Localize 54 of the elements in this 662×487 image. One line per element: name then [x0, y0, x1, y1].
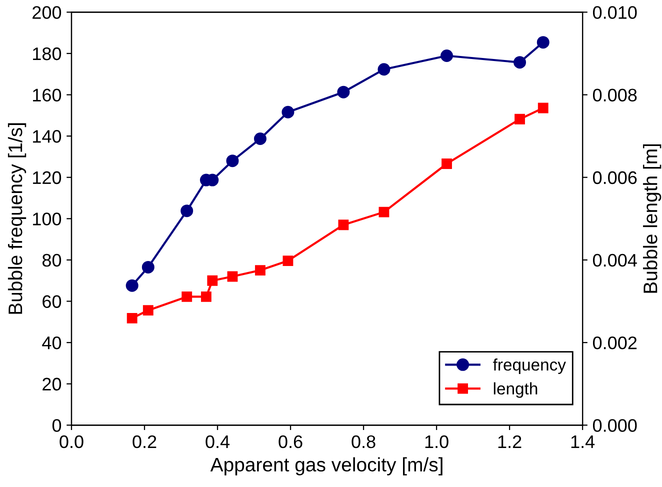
point [126, 312, 138, 324]
point [227, 271, 238, 282]
x-tick-label: 0.2 [132, 435, 156, 448]
point [254, 132, 266, 146]
y2-tick-label: 0.002 [592, 336, 637, 350]
point [378, 206, 390, 218]
point [226, 154, 239, 168]
point [338, 220, 349, 230]
point [538, 102, 548, 114]
point [142, 305, 154, 316]
y-tick-label: 200 [32, 6, 62, 19]
y-tick-label: 140 [33, 130, 62, 143]
x-tick-label: 0.4 [206, 435, 230, 448]
y-tick-label: 20 [42, 378, 62, 391]
y-tick-label: 40 [42, 336, 62, 350]
point [514, 56, 526, 69]
y-axis-title: Bubble frequency [1/s] [8, 123, 26, 314]
legend-label: frequency [493, 358, 566, 374]
point [337, 86, 350, 98]
y2-tick-label: 0.008 [592, 88, 637, 102]
y-tick-label: 100 [33, 212, 62, 226]
y-tick-label: 160 [33, 88, 62, 102]
y2-tick-label: 0.010 [592, 6, 637, 19]
y2-tick-label: 0.000 [592, 419, 637, 432]
point [200, 292, 212, 302]
y-tick-label: 80 [42, 254, 62, 267]
point [126, 279, 138, 292]
point [282, 256, 294, 266]
x-tick-label: 0.6 [278, 435, 302, 448]
y-tick-label: 60 [42, 295, 62, 308]
point [142, 260, 154, 274]
point [180, 204, 194, 218]
x-tick-label: 1.0 [425, 435, 448, 448]
point [442, 158, 452, 169]
x-tick-label: 0.0 [60, 435, 84, 448]
x-tick-label: 1.4 [571, 436, 595, 448]
x-axis-title: Apparent gas velocity [m/s] [210, 457, 442, 476]
x-tick-label: 1.2 [498, 435, 522, 448]
point [536, 36, 550, 49]
point [182, 292, 192, 302]
point [255, 265, 266, 276]
y2-axis-title: Bubble length [m] [643, 144, 662, 293]
y2-tick-label: 0.004 [592, 254, 637, 267]
legend-label: length [494, 382, 538, 398]
y-tick-label: 0 [52, 419, 62, 432]
point [514, 114, 525, 124]
y2-tick-label: 0.006 [592, 171, 637, 184]
point [440, 49, 454, 62]
point [378, 63, 390, 76]
y-tick-label: 120 [33, 171, 62, 184]
y-tick-label: 180 [33, 47, 62, 60]
x-tick-label: 0.8 [352, 435, 376, 448]
point [207, 275, 218, 286]
point [282, 106, 294, 118]
